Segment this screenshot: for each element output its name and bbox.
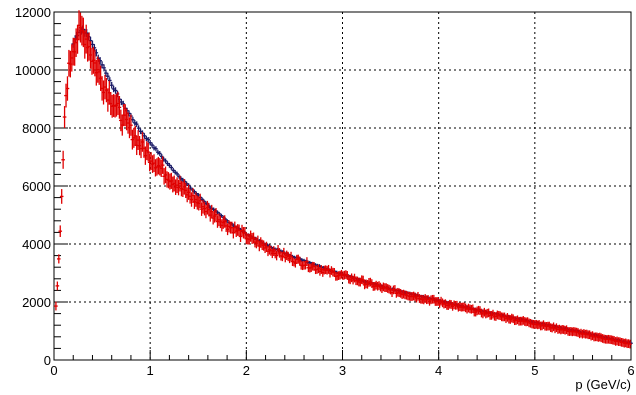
x-tick-label: 3	[339, 363, 346, 378]
x-tick-label: 5	[531, 363, 538, 378]
y-tick-label: 10000	[15, 63, 51, 78]
x-tick-label: 0	[50, 363, 57, 378]
data-series	[54, 10, 633, 349]
x-tick-label: 4	[435, 363, 442, 378]
y-tick-label: 0	[44, 353, 51, 368]
y-tick-label: 6000	[22, 179, 51, 194]
series-red	[54, 10, 632, 349]
y-tick-label: 8000	[22, 121, 51, 136]
grid-lines	[54, 12, 631, 360]
series-blue	[71, 25, 633, 345]
axis-ticks	[53, 11, 632, 361]
y-tick-labels: 0 2000 4000 6000 8000 10000 12000	[15, 5, 51, 368]
y-tick-label: 12000	[15, 5, 51, 20]
x-axis-title: p (GeV/c)	[575, 377, 631, 392]
y-tick-label: 4000	[22, 237, 51, 252]
x-tick-labels: 0 1 2 3 4 5 6	[50, 363, 634, 378]
y-tick-label: 2000	[22, 295, 51, 310]
x-tick-label: 2	[243, 363, 250, 378]
x-tick-label: 6	[627, 363, 634, 378]
x-tick-label: 1	[147, 363, 154, 378]
